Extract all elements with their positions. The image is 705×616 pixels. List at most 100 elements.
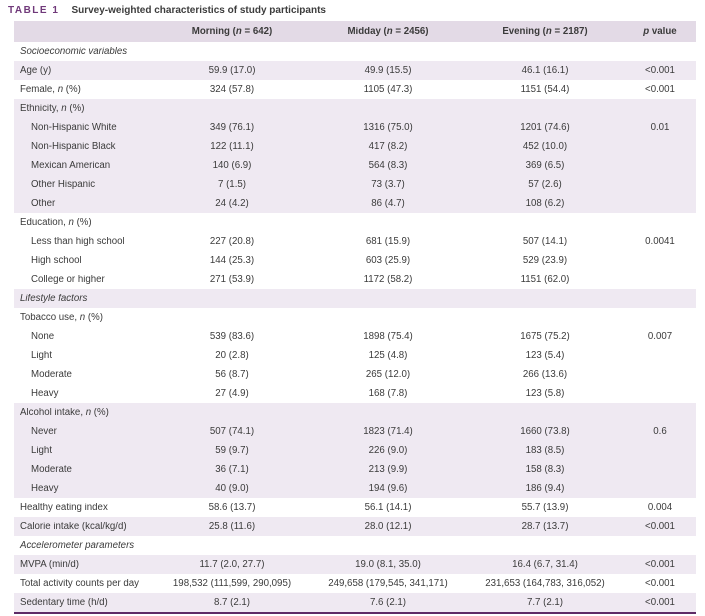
row-label: Calorie intake (kcal/kg/d) (20, 521, 127, 532)
section-row: Lifestyle factors (14, 289, 696, 308)
table-row: MVPA (min/d) 11.7 (2.0, 27.7) 19.0 (8.1, 3… (14, 555, 696, 574)
table-title: Survey-weighted characteristics of study… (71, 5, 326, 16)
cell-morning: 140 (6.9) (212, 160, 252, 171)
cell-morning: 324 (57.8) (209, 84, 255, 95)
table-row: Heavy 40 (9.0) 194 (9.6) 186 (9.4) (14, 479, 696, 498)
row-label: Female, n (%) (20, 84, 81, 95)
cell-pvalue: 0.007 (647, 331, 673, 342)
cell-morning: 227 (20.8) (209, 236, 255, 247)
section-row: Accelerometer parameters (14, 536, 696, 555)
cell-midday: 49.9 (15.5) (364, 65, 412, 76)
table-header-row: Morning (n = 642) Midday (n = 2456) Even… (14, 21, 696, 42)
cell-midday: 1105 (47.3) (363, 84, 413, 95)
table-row: Healthy eating index 58.6 (13.7) 56.1 (14.… (14, 498, 696, 517)
table-row: Light 20 (2.8) 125 (4.8) 123 (5.4) (14, 346, 696, 365)
cell-midday: 226 (9.0) (368, 445, 408, 456)
row-label: MVPA (min/d) (20, 559, 80, 570)
cell-evening: 108 (6.2) (525, 198, 565, 209)
cell-midday: 417 (8.2) (368, 141, 408, 152)
cell-evening: 507 (14.1) (522, 236, 568, 247)
cell-midday: 86 (4.7) (371, 198, 405, 209)
row-label: Age (y) (20, 65, 52, 76)
cell-morning: 8.7 (2.1) (213, 597, 251, 608)
cell-evening: 1675 (75.2) (520, 331, 570, 342)
cell-morning: 507 (74.1) (209, 426, 255, 437)
cell-morning: 58.6 (13.7) (208, 502, 256, 513)
cell-evening: 57 (2.6) (528, 179, 562, 190)
cell-midday: 1316 (75.0) (363, 122, 413, 133)
cell-evening: 1201 (74.6) (520, 122, 570, 133)
cell-evening: 123 (5.4) (525, 350, 565, 361)
cell-morning: 271 (53.9) (209, 274, 255, 285)
table-row: Non-Hispanic White 349 (76.1) 1316 (75.0) 1… (14, 118, 696, 137)
cell-evening: 158 (8.3) (525, 464, 565, 475)
cell-evening: 452 (10.0) (522, 141, 568, 152)
cell-midday: 1898 (75.4) (363, 331, 413, 342)
cell-morning: 11.7 (2.0, 27.7) (199, 559, 265, 570)
table-row: Less than high school 227 (20.8) 681 (15.9… (14, 232, 696, 251)
row-label: Moderate (31, 464, 72, 475)
table-row: High school 144 (25.3) 603 (25.9) 529 (23.9… (14, 251, 696, 270)
row-label: Lifestyle factors (20, 293, 88, 304)
cell-pvalue: <0.001 (645, 597, 675, 608)
table-body: Socioeconomic variables Age (y) 59.9 (17.0… (14, 42, 696, 612)
cell-midday: 213 (9.9) (368, 464, 408, 475)
cell-morning: 144 (25.3) (209, 255, 255, 266)
table-row: Never 507 (74.1) 1823 (71.4) 1660 (73.8) 0.6 (14, 422, 696, 441)
cell-evening: 231,653 (164,783, 316,052) (485, 578, 605, 589)
row-label: Heavy (31, 483, 59, 494)
row-label: Light (31, 350, 53, 361)
cell-midday: 28.0 (12.1) (364, 521, 412, 532)
cell-morning: 20 (2.8) (215, 350, 249, 361)
row-label: Healthy eating index (20, 502, 108, 513)
cell-midday: 249,658 (179,545, 341,171) (328, 578, 448, 589)
cell-midday: 564 (8.3) (368, 160, 408, 171)
cell-morning: 36 (7.1) (215, 464, 249, 475)
row-label: Never (31, 426, 57, 437)
header-cell-evening: Evening (n = 2187) (502, 26, 588, 37)
table-row: Other Hispanic 7 (1.5) 73 (3.7) 57 (2.6) (14, 175, 696, 194)
table-row: Calorie intake (kcal/kg/d) 25.8 (11.6) 28.… (14, 517, 696, 536)
cell-evening: 1151 (54.4) (520, 84, 570, 95)
row-label: Heavy (31, 388, 59, 399)
cell-pvalue: <0.001 (645, 65, 675, 76)
row-label: Socioeconomic variables (20, 46, 128, 57)
cell-midday: 681 (15.9) (365, 236, 411, 247)
cell-evening: 46.1 (16.1) (521, 65, 569, 76)
cell-pvalue: <0.001 (645, 559, 675, 570)
table-row: Light 59 (9.7) 226 (9.0) 183 (8.5) (14, 441, 696, 460)
cell-evening: 1660 (73.8) (520, 426, 570, 437)
row-label: Moderate (31, 369, 72, 380)
table-row: Total activity counts per day 198,532 (11… (14, 574, 696, 593)
table-row: Non-Hispanic Black 122 (11.1) 417 (8.2) 452… (14, 137, 696, 156)
row-label: Non-Hispanic Black (31, 141, 116, 152)
cell-midday: 168 (7.8) (368, 388, 408, 399)
cell-morning: 40 (9.0) (215, 483, 249, 494)
table: Morning (n = 642) Midday (n = 2456) Even… (14, 21, 696, 614)
header-cell-midday: Midday (n = 2456) (347, 26, 429, 37)
cell-midday: 1172 (58.2) (363, 274, 413, 285)
cell-evening: 123 (5.8) (525, 388, 565, 399)
row-label: Light (31, 445, 53, 456)
cell-midday: 603 (25.9) (365, 255, 411, 266)
cell-evening: 55.7 (13.9) (521, 502, 569, 513)
cell-midday: 194 (9.6) (368, 483, 408, 494)
table-row: Moderate 36 (7.1) 213 (9.9) 158 (8.3) (14, 460, 696, 479)
cell-evening: 16.4 (6.7, 31.4) (512, 559, 578, 570)
cell-morning: 27 (4.9) (215, 388, 249, 399)
cell-evening: 7.7 (2.1) (526, 597, 564, 608)
row-label: Tobacco use, n (%) (20, 312, 103, 323)
table-row: Other 24 (4.2) 86 (4.7) 108 (6.2) (14, 194, 696, 213)
row-label: Ethnicity, n (%) (20, 103, 85, 114)
row-label: Mexican American (31, 160, 111, 171)
row-label: None (31, 331, 55, 342)
header-cell-morning: Morning (n = 642) (191, 26, 273, 37)
table-row: Sedentary time (h/d) 8.7 (2.1) 7.6 (2.1) 7.… (14, 593, 696, 612)
cell-evening: 186 (9.4) (525, 483, 565, 494)
table-caption: TABLE 1 Survey-weighted characteristics o… (0, 0, 705, 17)
cell-evening: 529 (23.9) (522, 255, 568, 266)
cell-midday: 125 (4.8) (368, 350, 408, 361)
section-row: Socioeconomic variables (14, 42, 696, 61)
cell-pvalue: <0.001 (645, 521, 675, 532)
cell-pvalue: <0.001 (645, 84, 675, 95)
